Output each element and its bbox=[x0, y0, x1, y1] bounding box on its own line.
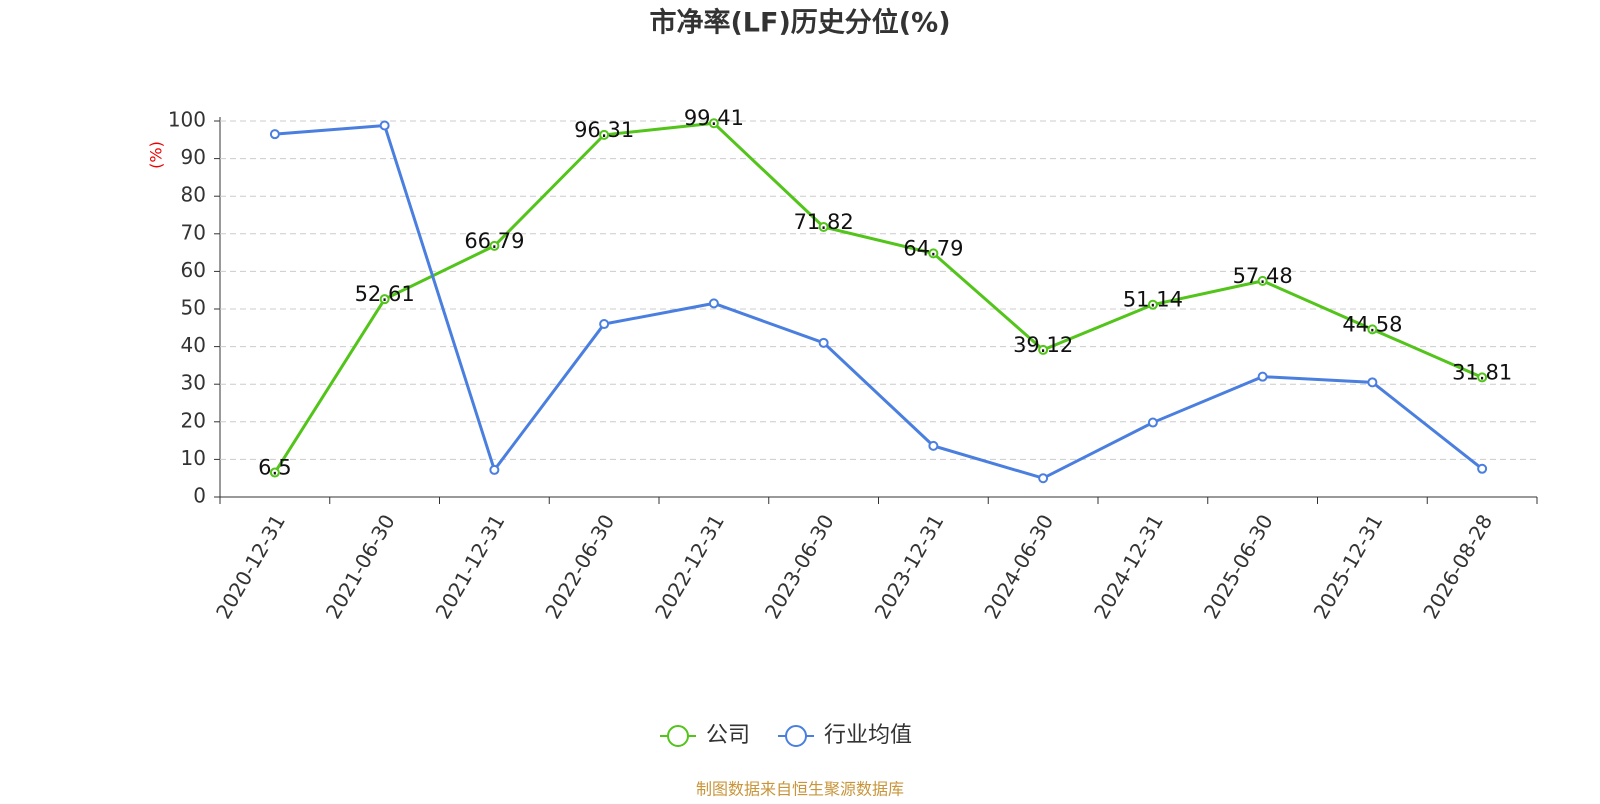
x-tick-label: 2023-06-30 bbox=[760, 510, 839, 623]
x-tick-label: 2021-06-30 bbox=[321, 510, 400, 623]
point bbox=[928, 248, 939, 259]
y-tick-label: 20 bbox=[181, 408, 206, 432]
point bbox=[1147, 417, 1158, 428]
y-tick-label: 10 bbox=[181, 446, 206, 470]
point bbox=[818, 337, 829, 348]
data-label: 57.48 bbox=[1233, 264, 1293, 288]
data-label: 96.31 bbox=[574, 118, 634, 142]
y-tick-label: 100 bbox=[168, 108, 206, 132]
point bbox=[379, 120, 390, 131]
legend-label: 公司 bbox=[706, 723, 750, 748]
x-tick-label: 2021-12-31 bbox=[431, 510, 510, 623]
data-label: 51.14 bbox=[1123, 288, 1183, 312]
y-tick-label: 40 bbox=[181, 333, 206, 357]
y-tick-label: 50 bbox=[181, 296, 206, 320]
point bbox=[489, 464, 500, 475]
point bbox=[1147, 299, 1158, 310]
point bbox=[1257, 275, 1268, 286]
x-tick-label: 2026-08-28 bbox=[1418, 510, 1497, 623]
point bbox=[599, 129, 610, 140]
y-tick-label: 80 bbox=[181, 183, 206, 207]
x-tick-label: 2022-12-31 bbox=[650, 510, 729, 623]
point bbox=[269, 129, 280, 140]
y-tick-label: 60 bbox=[181, 258, 206, 282]
data-label: 6.5 bbox=[258, 456, 291, 480]
point bbox=[818, 221, 829, 232]
data-label: 71.82 bbox=[794, 210, 854, 234]
chart-title: 市净率(LF)历史分位(%) bbox=[649, 7, 950, 39]
point bbox=[1038, 473, 1049, 484]
x-tick-label: 2020-12-31 bbox=[211, 510, 290, 623]
point bbox=[1477, 372, 1488, 383]
point bbox=[1367, 324, 1378, 335]
x-tick-label: 2024-12-31 bbox=[1089, 510, 1168, 623]
legend-marker bbox=[785, 725, 808, 747]
x-tick-label: 2025-12-31 bbox=[1309, 510, 1388, 623]
y-tick-label: 30 bbox=[181, 371, 206, 395]
data-label: 64.79 bbox=[903, 236, 963, 260]
series-line bbox=[273, 121, 1483, 474]
point bbox=[1257, 371, 1268, 382]
x-tick-label: 2024-06-30 bbox=[979, 510, 1058, 623]
data-label: 44.58 bbox=[1342, 312, 1402, 336]
point bbox=[599, 319, 610, 330]
data-label: 99.41 bbox=[684, 106, 744, 130]
y-tick-label: 90 bbox=[181, 145, 206, 169]
point bbox=[1038, 344, 1049, 355]
data-label: 66.79 bbox=[464, 229, 524, 253]
point bbox=[269, 467, 280, 478]
data-label: 31.81 bbox=[1452, 360, 1512, 384]
legend-marker bbox=[667, 725, 689, 747]
point bbox=[1477, 463, 1488, 474]
point bbox=[708, 118, 719, 129]
y-axis-label: (%) bbox=[147, 141, 166, 169]
point bbox=[1367, 377, 1378, 388]
x-tick-label: 2025-06-30 bbox=[1199, 510, 1278, 623]
source-note: 制图数据来自恒生聚源数据库 bbox=[696, 780, 904, 799]
data-label: 39.12 bbox=[1013, 333, 1073, 357]
series-line bbox=[274, 123, 1484, 480]
point bbox=[708, 298, 719, 309]
point bbox=[379, 294, 390, 305]
x-tick-label: 2022-06-30 bbox=[540, 510, 619, 623]
x-tick-label: 2023-12-31 bbox=[870, 510, 949, 623]
point bbox=[928, 440, 939, 451]
y-tick-label: 70 bbox=[181, 220, 206, 244]
point bbox=[489, 240, 500, 251]
y-tick-label: 0 bbox=[193, 484, 206, 508]
data-label: 52.61 bbox=[355, 282, 415, 306]
legend-label: 行业均值 bbox=[824, 723, 912, 748]
